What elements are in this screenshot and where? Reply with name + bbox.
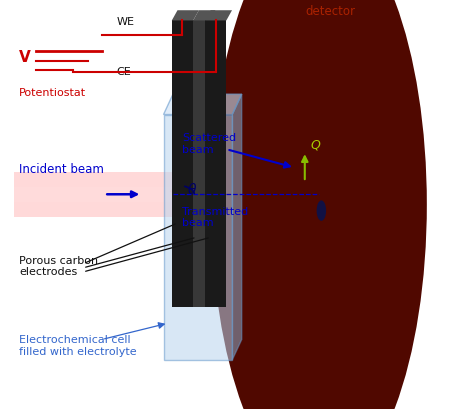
- Bar: [14, 187, 175, 202]
- Ellipse shape: [242, 0, 396, 409]
- Text: 2D neutron
detector: 2D neutron detector: [306, 0, 373, 18]
- Ellipse shape: [211, 0, 427, 409]
- Ellipse shape: [266, 65, 372, 344]
- Text: Porous carbon
electrodes: Porous carbon electrodes: [19, 256, 98, 277]
- Polygon shape: [232, 94, 242, 360]
- Text: CE: CE: [116, 67, 131, 76]
- Ellipse shape: [317, 200, 326, 221]
- Bar: [172, 20, 193, 307]
- Polygon shape: [164, 115, 232, 360]
- Text: Transmitted
beam: Transmitted beam: [182, 207, 249, 228]
- Polygon shape: [296, 8, 341, 389]
- Polygon shape: [193, 10, 215, 20]
- Text: V: V: [19, 50, 31, 65]
- Text: Potentiostat: Potentiostat: [19, 88, 86, 98]
- Ellipse shape: [285, 115, 353, 294]
- Polygon shape: [164, 94, 242, 115]
- Bar: [205, 20, 226, 307]
- Polygon shape: [172, 10, 199, 20]
- Text: WE: WE: [116, 18, 134, 27]
- Text: Incident beam: Incident beam: [19, 163, 104, 176]
- Text: Q: Q: [310, 139, 320, 152]
- Text: Scattered
beam: Scattered beam: [182, 133, 237, 155]
- Ellipse shape: [301, 155, 337, 254]
- Polygon shape: [205, 10, 232, 20]
- Ellipse shape: [311, 184, 327, 225]
- Text: θ: θ: [187, 183, 196, 197]
- Polygon shape: [173, 160, 319, 249]
- Text: Electrochemical cell
filled with electrolyte: Electrochemical cell filled with electro…: [19, 335, 137, 357]
- Bar: [14, 172, 175, 217]
- Bar: [193, 20, 210, 307]
- Polygon shape: [170, 56, 346, 197]
